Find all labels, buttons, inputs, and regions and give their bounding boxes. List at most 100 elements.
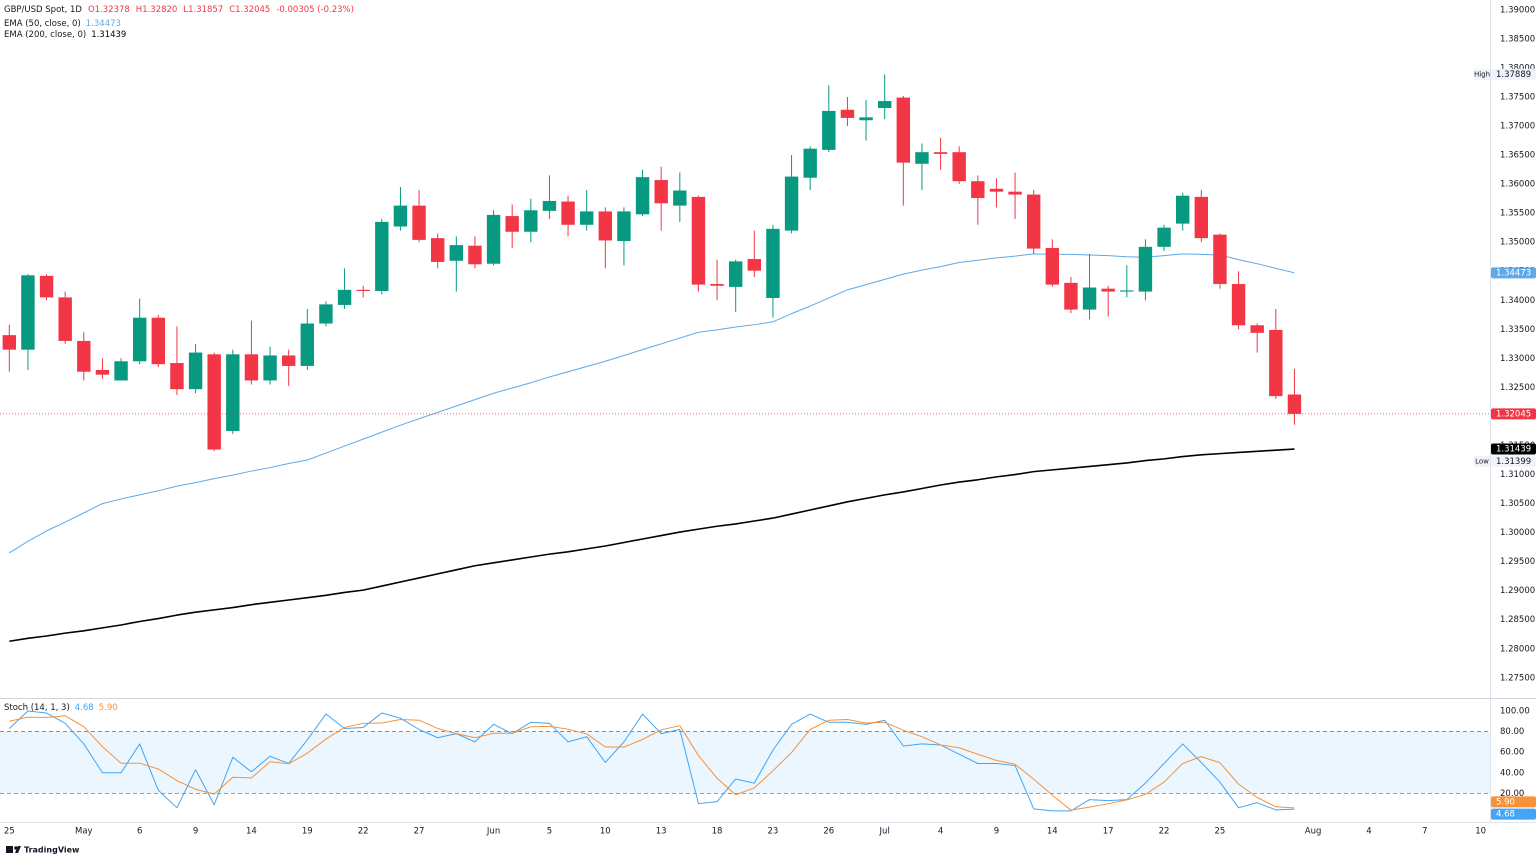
candle-body [430,238,445,262]
legend-value: 1.34473 [86,19,121,29]
candle-body [766,228,780,298]
x-tick-label: 9 [994,827,999,837]
x-tick-label: 10 [1475,827,1486,837]
candle-body [1120,290,1134,292]
legend-ohlc: O1.32378 [88,5,130,15]
candle-body [877,101,892,109]
legend-value: 1.31439 [91,30,126,40]
candle-body [39,275,54,298]
marker-label-bg [1474,68,1490,80]
marker-label: Low [1475,457,1489,465]
x-tick-label: 18 [712,827,723,837]
x-tick-label: 9 [193,827,198,837]
logo-mark [6,846,13,853]
candle-body [300,323,315,366]
candle-body [132,317,147,362]
candle-body [319,304,333,324]
candle-body [989,188,1004,192]
ema-tag: 1.31439 [1496,445,1531,455]
band [0,731,1490,794]
candle-body [747,259,762,271]
candle-body [673,190,687,206]
x-tick-label: 6 [137,827,142,837]
candle-body [971,181,985,199]
candle-body [1008,191,1022,195]
candle-body [58,297,72,341]
candle-body [859,117,873,121]
candle-body [524,210,538,232]
stoch-line [9,715,1295,811]
marker-value: 1.37889 [1496,70,1531,80]
candle-body [1194,196,1209,239]
candle-body [393,205,408,227]
y-tick-label: 1.29500 [1500,557,1535,567]
y-tick-label: 1.28000 [1500,644,1535,654]
stoch-tag: 5.90 [1496,797,1515,807]
candle-body [375,221,389,291]
candle-body [952,152,966,182]
candle-body [579,211,594,225]
y-tick-label: 1.35000 [1500,238,1535,248]
candle-body [356,289,370,291]
candle-body [933,152,948,154]
stoch-tag-bg [1491,796,1536,808]
candle-body [505,216,519,232]
y-tick-label: 1.33000 [1500,354,1535,364]
candle-body [151,317,166,365]
y-tick-label: 1.38000 [1500,63,1535,73]
candle-body [598,211,613,241]
candle-body [170,363,184,390]
y-tick-label: 1.39000 [1500,5,1535,15]
x-tick-label: Aug [1305,827,1322,837]
legend-ohlc: L1.31857 [183,5,223,15]
candle-body [1082,287,1097,310]
y-tick-label: 1.34000 [1500,296,1535,306]
candle-body [486,214,501,264]
candle-body [77,340,91,372]
candle-body [542,200,557,211]
legend-name: EMA (50, close, 0) [4,19,81,29]
x-tick-label: 14 [1047,827,1058,837]
brand-logo [6,846,21,853]
x-tick-label: 5 [547,827,552,837]
x-tick-label: 23 [768,827,779,837]
y-tick-label: 40.00 [1500,768,1524,778]
marker-value-bg [1491,455,1536,467]
price-tag: 1.32045 [1496,409,1531,419]
y-tick-label: 1.29000 [1500,586,1535,596]
candle-body [1064,282,1078,310]
candle-body [207,354,221,450]
ema-line [9,448,1295,643]
candle-body [728,261,743,287]
y-tick-label: 1.36000 [1500,180,1535,190]
y-tick-label: 80.00 [1500,727,1524,737]
x-tick-label: 22 [358,827,369,837]
candle-body [412,205,426,240]
candle-body [654,180,668,204]
y-tick-label: 1.31000 [1500,470,1535,480]
candle-body [1175,195,1190,224]
logo-mark [15,846,21,853]
legend-ohlc: -0.00305 (-0.23%) [276,5,354,15]
candle-body [1250,325,1264,333]
y-tick-label: 1.28500 [1500,615,1535,625]
candle-body [803,148,817,178]
marker-label: High [1474,70,1490,78]
candle-body [21,275,35,350]
x-tick-label: 26 [823,827,834,837]
candle-body [1045,248,1060,285]
legend: EMA (200, close, 0) 1.31439 [4,30,126,40]
stoch-tag: 4.68 [1496,810,1515,820]
x-tick-label: Jun [486,827,500,837]
candle-body [2,335,17,350]
x-tick-label: 13 [656,827,667,837]
ema-tag-bg [1491,443,1536,455]
legend-title: GBP/USD Spot, 1D [4,5,82,15]
stoch-line [8,710,1295,812]
candle-body [1231,284,1246,326]
y-tick-label: 1.37000 [1500,122,1535,132]
y-tick-label: 1.30500 [1500,499,1535,509]
y-tick-label: 1.37500 [1500,92,1535,102]
candle-body [1157,227,1171,247]
